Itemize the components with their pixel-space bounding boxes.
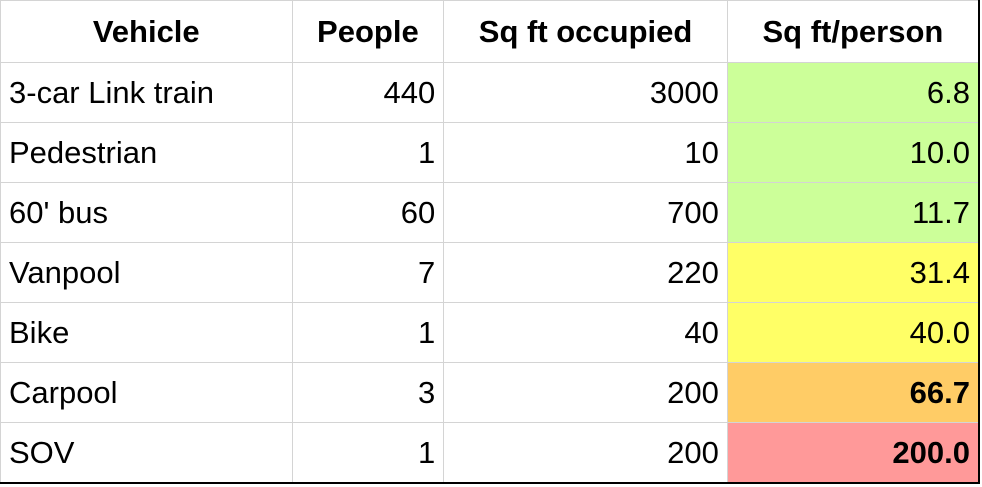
sqft-per-person-cell: 6.8	[726, 62, 980, 123]
table-row: SOV 1 200 200.0	[0, 422, 980, 484]
vehicle-cell: 3-car Link train	[0, 62, 293, 123]
sqft-occupied-cell: 220	[443, 242, 728, 303]
sqft-occupied-cell: 40	[443, 302, 728, 363]
people-cell: 3	[291, 362, 445, 423]
table-row: Vanpool 7 220 31.4	[0, 242, 980, 303]
sqft-occupied-cell: 700	[443, 182, 728, 243]
header-row: Vehicle People Sq ft occupied Sq ft/pers…	[0, 0, 980, 63]
vehicle-cell: Bike	[0, 302, 293, 363]
people-cell: 1	[291, 422, 445, 484]
sqft-occupied-cell: 200	[443, 422, 728, 484]
sqft-occupied-cell: 3000	[443, 62, 728, 123]
vehicle-cell: SOV	[0, 422, 293, 484]
table-row: Bike 1 40 40.0	[0, 302, 980, 363]
sqft-per-person-cell: 31.4	[726, 242, 980, 303]
people-cell: 7	[291, 242, 445, 303]
header-vehicle: Vehicle	[0, 0, 293, 63]
header-people: People	[291, 0, 445, 63]
sqft-per-person-cell: 10.0	[726, 122, 980, 183]
table-row: Pedestrian 1 10 10.0	[0, 122, 980, 183]
people-cell: 1	[291, 122, 445, 183]
people-cell: 1	[291, 302, 445, 363]
vehicle-cell: Vanpool	[0, 242, 293, 303]
people-cell: 60	[291, 182, 445, 243]
table-row: 3-car Link train 440 3000 6.8	[0, 62, 980, 123]
sqft-per-person-cell: 11.7	[726, 182, 980, 243]
sqft-occupied-cell: 200	[443, 362, 728, 423]
header-sqft-occupied: Sq ft occupied	[443, 0, 728, 63]
sqft-per-person-cell: 66.7	[726, 362, 980, 423]
sqft-per-person-cell: 200.0	[726, 422, 980, 484]
table-row: Carpool 3 200 66.7	[0, 362, 980, 423]
vehicle-cell: 60' bus	[0, 182, 293, 243]
table-row: 60' bus 60 700 11.7	[0, 182, 980, 243]
sqft-occupied-cell: 10	[443, 122, 728, 183]
vehicle-cell: Pedestrian	[0, 122, 293, 183]
header-sqft-per-person: Sq ft/person	[726, 0, 980, 63]
people-cell: 440	[291, 62, 445, 123]
sqft-per-person-cell: 40.0	[726, 302, 980, 363]
vehicle-cell: Carpool	[0, 362, 293, 423]
